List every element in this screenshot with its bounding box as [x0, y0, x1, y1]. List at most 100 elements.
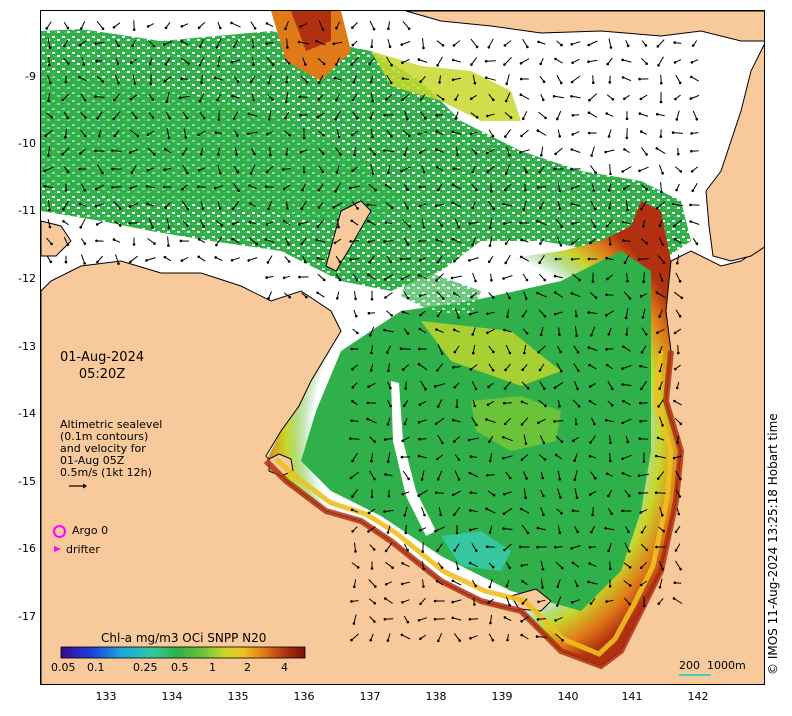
- current-vector-head: [368, 62, 371, 66]
- current-vector-head: [48, 63, 51, 67]
- current-vector-head: [298, 95, 302, 99]
- current-vector-arrow: [268, 75, 272, 83]
- current-vector-head: [503, 616, 507, 619]
- colorbar-bar: [60, 646, 306, 659]
- current-vector-head: [351, 495, 354, 498]
- current-vector-arrow: [639, 113, 649, 117]
- current-vector-head: [117, 262, 120, 265]
- current-vector-head: [640, 130, 643, 133]
- current-vector-head: [384, 221, 388, 224]
- current-vector-head: [247, 132, 250, 136]
- current-vector-head: [522, 208, 526, 211]
- current-vector-head: [559, 350, 562, 354]
- current-vector-arrow: [113, 110, 121, 120]
- current-vector-head: [403, 153, 407, 157]
- current-vector-arrow: [353, 614, 357, 624]
- current-vector-head: [656, 112, 659, 116]
- current-vector-head: [301, 188, 304, 192]
- current-vector-head: [469, 312, 472, 316]
- current-vector-head: [436, 369, 439, 372]
- current-vector-head: [349, 240, 353, 243]
- current-vector-head: [575, 584, 579, 588]
- current-vector-head: [509, 476, 512, 480]
- current-vector-head: [673, 331, 677, 335]
- current-vector-arrow: [368, 526, 376, 532]
- gulf-yellow-patch: [421, 321, 561, 386]
- current-vector-arrow: [674, 417, 682, 425]
- current-vector-head: [502, 512, 506, 515]
- current-vector-head: [661, 243, 665, 246]
- current-vector-head: [491, 638, 495, 642]
- current-vector-head: [78, 75, 81, 79]
- current-vector-arrow: [97, 255, 103, 263]
- current-vector-head: [247, 112, 251, 116]
- current-vector-head: [351, 169, 354, 173]
- current-vector-head: [552, 95, 556, 98]
- current-vector-head: [94, 95, 97, 98]
- current-vector-head: [491, 565, 495, 569]
- current-vector-head: [593, 207, 597, 211]
- current-vector-arrow: [472, 344, 476, 354]
- current-vector-head: [621, 383, 625, 386]
- current-vector-arrow: [521, 417, 529, 425]
- current-vector-arrow: [45, 129, 53, 137]
- current-vector-head: [148, 62, 152, 66]
- current-vector-head: [213, 186, 217, 190]
- current-vector-head: [690, 132, 693, 135]
- current-vector-head: [423, 513, 426, 517]
- current-vector-arrow: [44, 166, 54, 172]
- current-vector-head: [626, 208, 629, 211]
- current-vector-arrow: [521, 381, 529, 389]
- current-vector-head: [419, 313, 422, 317]
- current-vector-head: [401, 582, 404, 586]
- current-vector-arrow: [556, 596, 562, 606]
- current-vector-head: [571, 133, 574, 136]
- current-vector-head: [468, 561, 472, 565]
- current-vector-arrow: [540, 507, 544, 515]
- current-vector-head: [390, 314, 393, 317]
- current-vector-head: [661, 513, 664, 517]
- current-vector-head: [539, 333, 543, 337]
- current-vector-head: [678, 495, 682, 498]
- current-vector-arrow: [623, 400, 631, 406]
- current-vector-head: [285, 152, 288, 156]
- current-vector-head: [406, 206, 410, 210]
- current-vector-head: [469, 528, 472, 532]
- land-mornington-island: [510, 588, 552, 612]
- current-vector-head: [265, 22, 269, 25]
- current-vector-head: [456, 567, 460, 571]
- current-vector-arrow: [470, 364, 478, 370]
- current-vector-head: [282, 219, 286, 223]
- current-vector-head: [66, 116, 70, 120]
- current-vector-arrow: [658, 399, 664, 407]
- current-vector-head: [350, 419, 354, 423]
- current-vector-head: [638, 112, 642, 115]
- current-vector-head: [336, 297, 339, 300]
- current-vector-arrow: [673, 291, 683, 299]
- current-vector-head: [519, 62, 523, 65]
- current-vector-arrow: [248, 113, 258, 117]
- current-vector-arrow: [555, 633, 563, 641]
- current-vector-arrow: [659, 578, 663, 588]
- current-vector-head: [197, 168, 201, 172]
- current-vector-head: [525, 477, 528, 480]
- current-vector-head: [503, 44, 507, 47]
- current-vector-head: [474, 549, 478, 552]
- current-vector-head: [384, 597, 387, 600]
- current-vector-head: [641, 316, 645, 319]
- current-vector-head: [570, 80, 574, 84]
- current-vector-head: [197, 238, 201, 241]
- current-vector-head: [232, 45, 236, 48]
- current-vector-arrow: [643, 596, 645, 606]
- current-vector-arrow: [418, 419, 428, 423]
- current-vector-head: [145, 259, 148, 262]
- current-vector-arrow: [384, 509, 394, 513]
- current-vector-head: [349, 258, 353, 261]
- current-vector-arrow: [642, 308, 646, 318]
- current-vector-arrow: [503, 203, 513, 207]
- current-vector-head: [418, 529, 422, 532]
- current-vector-arrow: [250, 164, 256, 174]
- current-vector-head: [488, 244, 492, 247]
- current-vector-arrow: [571, 41, 581, 45]
- current-vector-head: [588, 493, 592, 496]
